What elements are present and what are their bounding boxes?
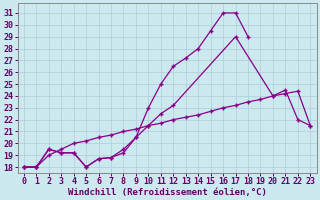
X-axis label: Windchill (Refroidissement éolien,°C): Windchill (Refroidissement éolien,°C): [68, 188, 267, 197]
